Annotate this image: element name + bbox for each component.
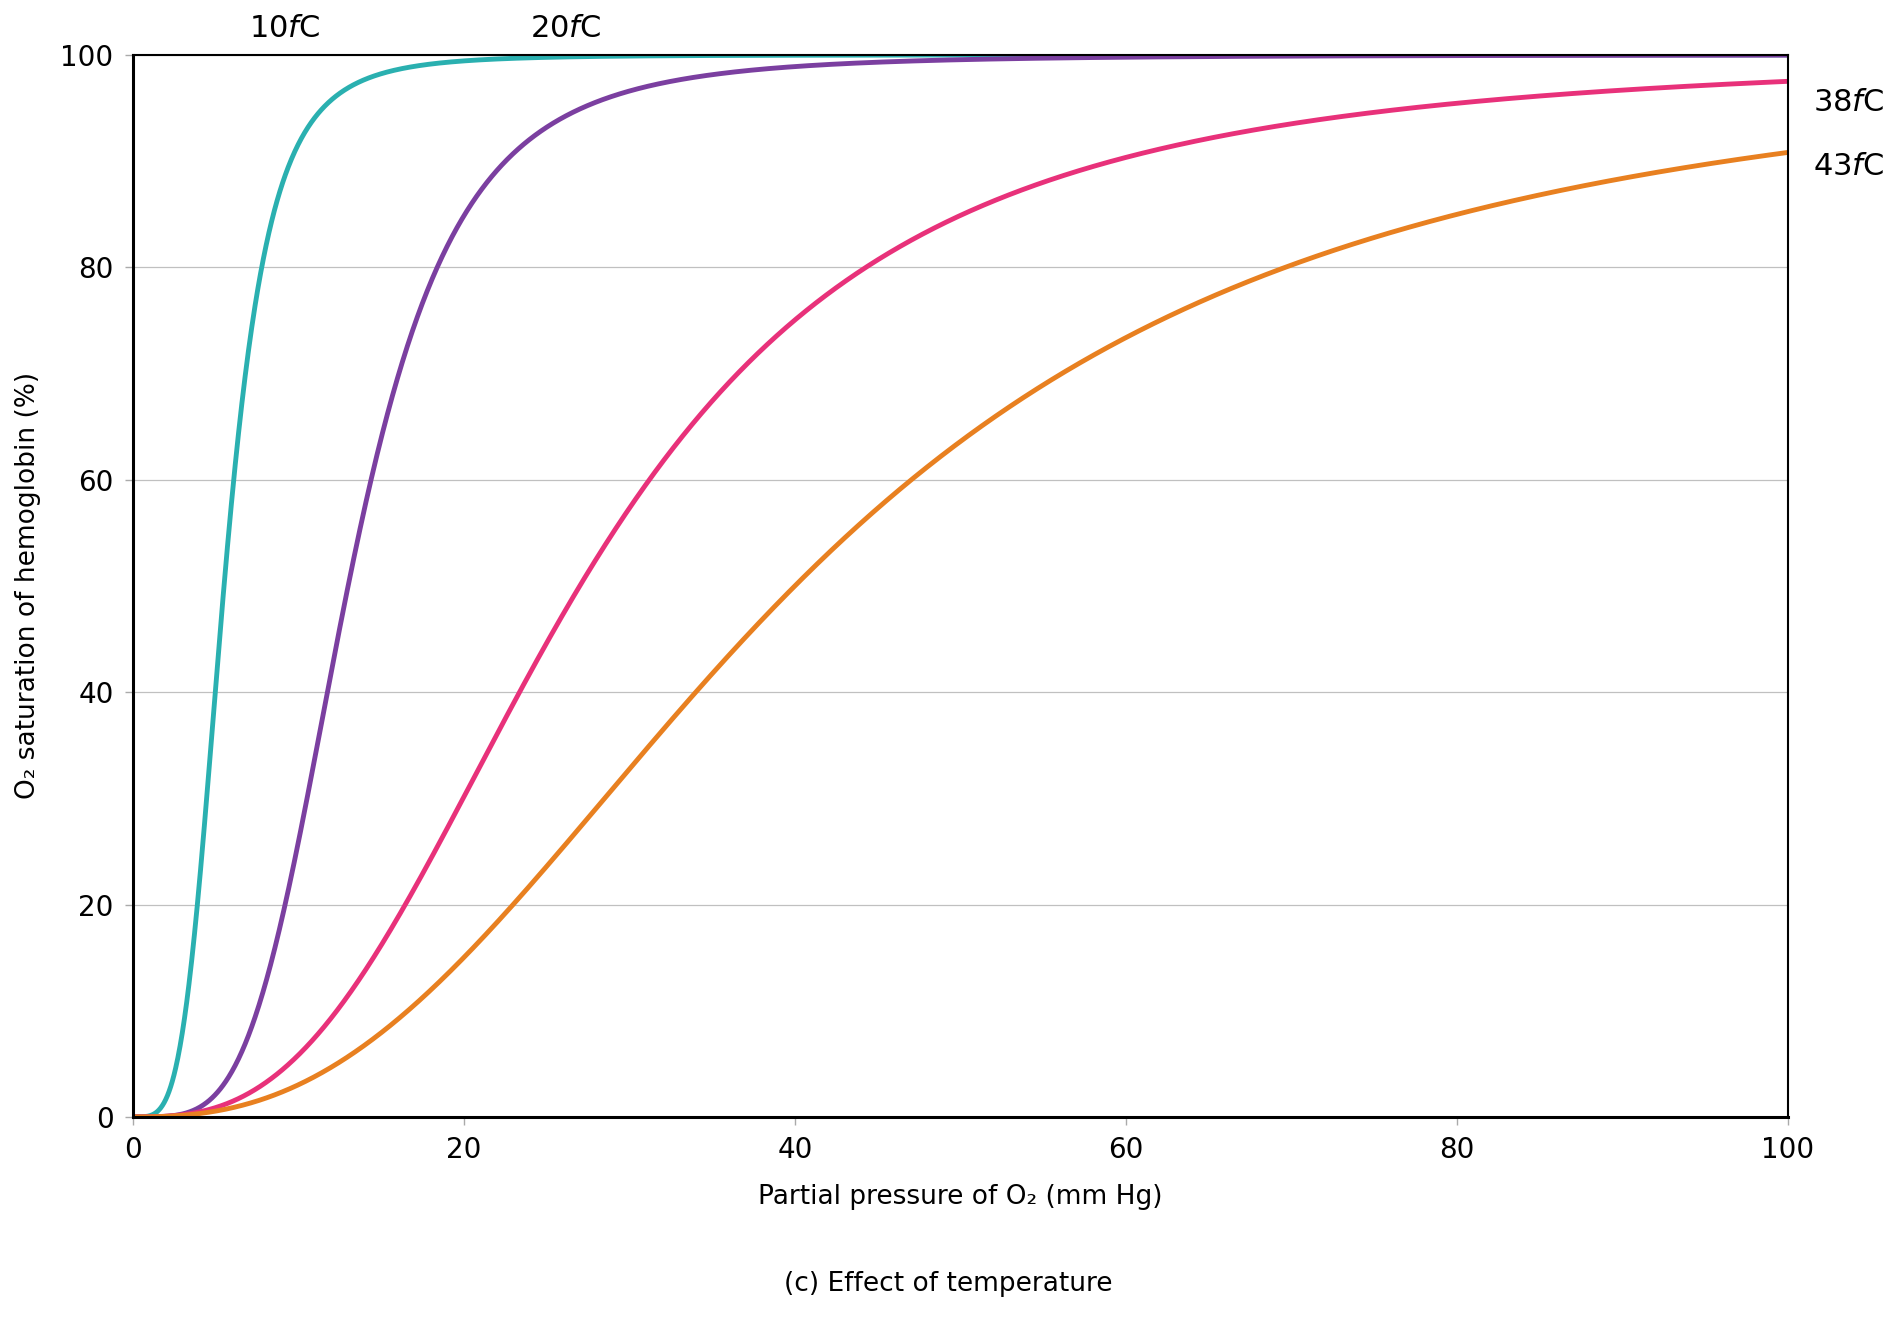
Text: 20$\it{f}$C: 20$\it{f}$C xyxy=(531,13,601,42)
X-axis label: Partial pressure of O₂ (mm Hg): Partial pressure of O₂ (mm Hg) xyxy=(758,1184,1162,1210)
Text: 10$\it{f}$C: 10$\it{f}$C xyxy=(248,13,320,42)
Text: 38$\it{f}$C: 38$\it{f}$C xyxy=(1813,88,1885,117)
Text: 43$\it{f}$C: 43$\it{f}$C xyxy=(1813,151,1885,180)
Text: (c) Effect of temperature: (c) Effect of temperature xyxy=(783,1271,1113,1297)
Y-axis label: O₂ saturation of hemoglobin (%): O₂ saturation of hemoglobin (%) xyxy=(15,373,42,799)
